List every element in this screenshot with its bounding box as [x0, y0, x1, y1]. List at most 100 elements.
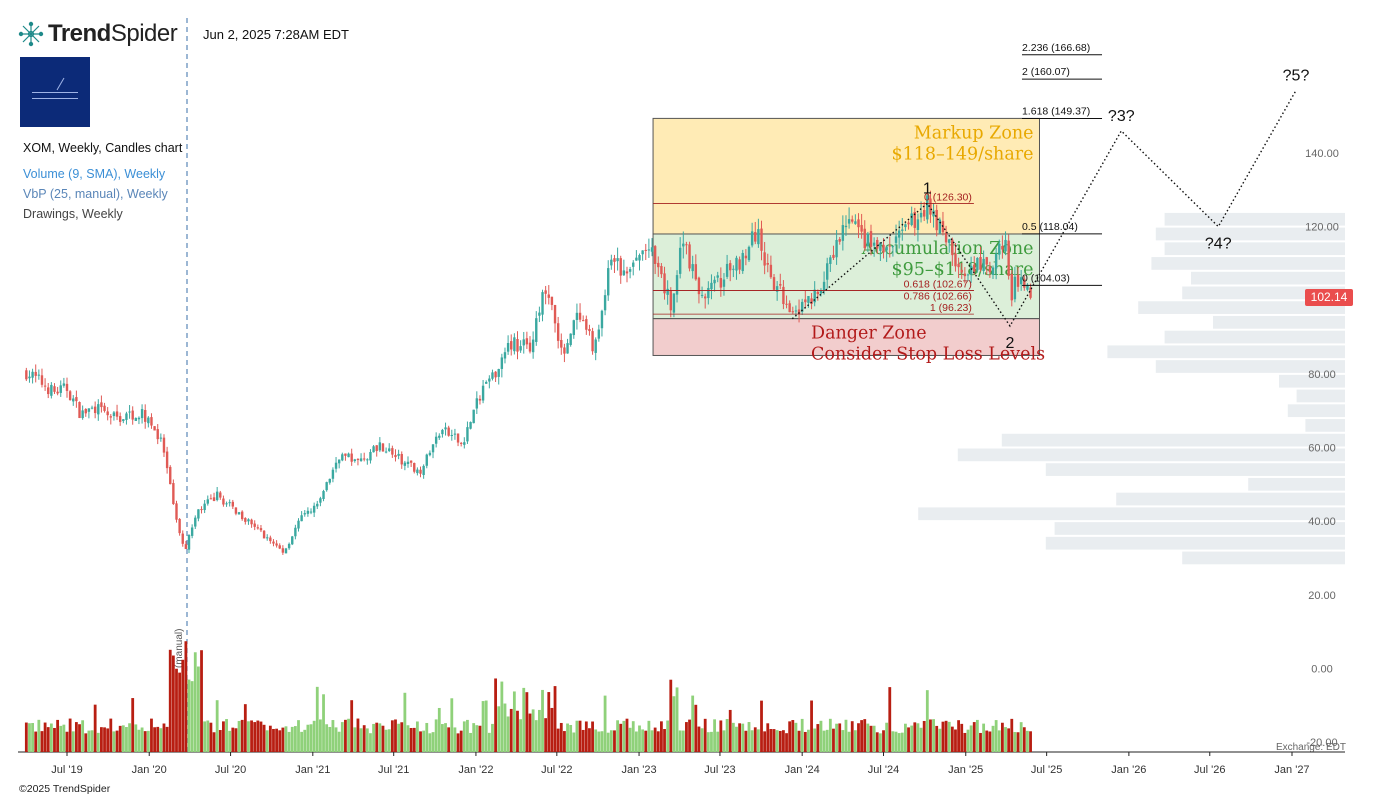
legend-vbp-indicator[interactable]: VbP (25, manual), Weekly — [23, 187, 168, 201]
candle-body — [575, 312, 579, 321]
volume-bar — [506, 716, 510, 752]
volume-bar — [196, 666, 200, 752]
legend-drawings[interactable]: Drawings, Weekly — [23, 207, 123, 221]
volume-bar — [1016, 732, 1020, 752]
candle-body — [403, 462, 407, 466]
candle-body — [450, 434, 453, 436]
zones-layer: Markup Zone$118–149/share Accumulation Zo… — [652, 117, 1045, 365]
volume-bar — [857, 723, 860, 752]
candle-body — [732, 268, 735, 270]
volume-bar — [328, 726, 332, 752]
fib-retracement-label: 0.786 (102.66) — [904, 290, 972, 302]
candle-body — [466, 427, 469, 442]
volume-bar — [137, 729, 141, 752]
candle-body — [297, 520, 300, 529]
volume-bar — [281, 727, 285, 752]
volume-bar — [531, 709, 535, 752]
candle-body — [237, 512, 241, 515]
wave-projection-path[interactable] — [791, 90, 1297, 328]
volume-bar — [591, 721, 594, 752]
candle-body — [31, 371, 34, 378]
candle-body — [378, 442, 382, 451]
candle-body — [372, 446, 375, 453]
volume-bar — [28, 723, 31, 752]
volume-bar — [919, 727, 923, 752]
candle-body — [128, 411, 131, 413]
fibonacci-layer: 0 (126.30) 0.618 (102.67)0.786 (102.66)1 … — [653, 42, 1103, 315]
candle-body — [963, 273, 967, 277]
volume-bar — [272, 728, 275, 752]
volume-bar — [53, 727, 56, 752]
volume-bar — [56, 719, 60, 752]
x-tick-label: Jan '20 — [132, 764, 167, 776]
volume-bar — [778, 730, 782, 752]
candle-body — [847, 219, 851, 224]
volume-bar — [522, 687, 526, 752]
candle-body — [863, 228, 866, 249]
volume-bar — [969, 725, 973, 752]
candle-body — [585, 319, 588, 330]
volume-bar — [428, 733, 432, 752]
candle-body — [960, 269, 963, 273]
candle-body — [835, 239, 838, 258]
y-tick-label: 140.00 — [1305, 148, 1339, 160]
volume-bar — [716, 731, 720, 752]
volume-bar — [616, 720, 620, 752]
candle-body — [535, 318, 538, 342]
legend-volume-indicator[interactable]: Volume (9, SMA), Weekly — [23, 167, 166, 181]
candle-body — [722, 279, 726, 287]
candle-body — [62, 383, 66, 386]
candle-body — [194, 517, 197, 527]
candle-body — [641, 250, 644, 255]
x-tick-label: Jul '26 — [1194, 764, 1225, 776]
volume-bar — [256, 720, 260, 752]
zone-danger-zone[interactable] — [652, 318, 1040, 356]
candle-body — [744, 255, 748, 259]
volume-bar — [559, 722, 563, 752]
candle-body — [444, 427, 447, 430]
candle-body — [287, 543, 291, 549]
candle-body — [769, 264, 773, 278]
volume-bar — [347, 718, 350, 752]
volume-bar — [509, 708, 513, 752]
volume-bar — [115, 730, 119, 752]
volume-bar — [922, 720, 926, 752]
candle-body — [522, 339, 525, 346]
zone-markup-zone[interactable] — [652, 117, 1040, 235]
volume-bar — [121, 725, 125, 752]
volume-bar — [825, 729, 829, 752]
volume-bar — [950, 726, 954, 752]
volume-bar — [782, 730, 785, 752]
candle-body — [247, 519, 250, 522]
volume-bar — [350, 700, 354, 752]
legend-main-series[interactable]: XOM, Weekly, Candles chart — [23, 141, 183, 155]
candle-body — [334, 462, 338, 469]
candle-body — [882, 244, 885, 253]
exchange-label: Exchange: EDT — [1276, 742, 1346, 753]
candle-body — [384, 451, 388, 453]
volume-bar — [200, 650, 203, 752]
candle-body — [775, 286, 779, 292]
candle-body — [90, 407, 94, 409]
candle-body — [97, 404, 100, 415]
volume-bar — [935, 725, 939, 752]
candle-body — [1019, 277, 1023, 285]
candle-body — [488, 378, 491, 382]
candle-body — [897, 230, 901, 238]
fib-retracement-label: 0 (126.30) — [924, 191, 972, 203]
volume-bar — [800, 718, 804, 752]
candle-body — [910, 213, 913, 226]
volume-bar — [275, 728, 279, 752]
candle-body — [394, 455, 397, 458]
candle-body — [491, 372, 494, 379]
volume-bar — [819, 720, 823, 752]
volume-bar — [190, 681, 194, 752]
zone-label: $118–149/share — [891, 144, 1033, 164]
candle-body — [672, 293, 676, 313]
volume-bar — [681, 730, 685, 752]
volume-bar — [372, 723, 375, 752]
candle-body — [688, 244, 691, 269]
candle-body — [581, 320, 585, 322]
candle-body — [1026, 284, 1029, 290]
volume-bar — [816, 724, 820, 752]
